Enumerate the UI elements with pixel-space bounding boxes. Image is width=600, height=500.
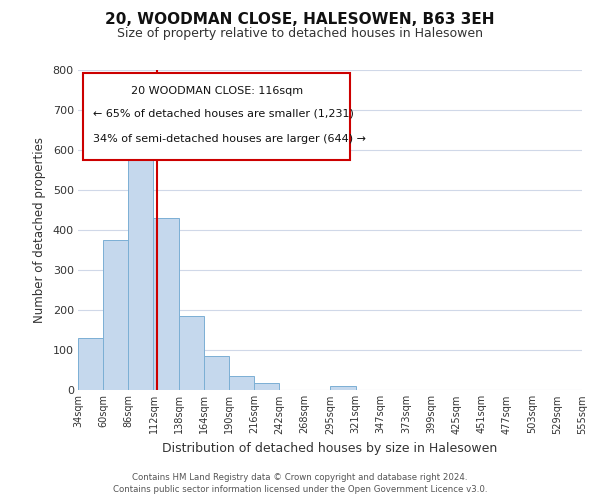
Bar — [229, 376, 254, 390]
Bar — [154, 218, 179, 390]
FancyBboxPatch shape — [83, 73, 350, 160]
Text: 20, WOODMAN CLOSE, HALESOWEN, B63 3EH: 20, WOODMAN CLOSE, HALESOWEN, B63 3EH — [105, 12, 495, 28]
Bar — [254, 383, 279, 390]
Text: Contains HM Land Registry data © Crown copyright and database right 2024.: Contains HM Land Registry data © Crown c… — [132, 472, 468, 482]
Bar — [331, 386, 356, 390]
Text: Size of property relative to detached houses in Halesowen: Size of property relative to detached ho… — [117, 28, 483, 40]
Text: 20 WOODMAN CLOSE: 116sqm: 20 WOODMAN CLOSE: 116sqm — [131, 86, 302, 96]
Bar — [128, 136, 154, 390]
Bar — [78, 338, 103, 390]
Y-axis label: Number of detached properties: Number of detached properties — [33, 137, 46, 323]
Bar — [103, 240, 128, 390]
Text: 34% of semi-detached houses are larger (644) →: 34% of semi-detached houses are larger (… — [93, 134, 366, 144]
Bar — [179, 316, 204, 390]
Text: ← 65% of detached houses are smaller (1,231): ← 65% of detached houses are smaller (1,… — [93, 108, 354, 118]
X-axis label: Distribution of detached houses by size in Halesowen: Distribution of detached houses by size … — [163, 442, 497, 455]
Text: Contains public sector information licensed under the Open Government Licence v3: Contains public sector information licen… — [113, 485, 487, 494]
Bar — [204, 356, 229, 390]
